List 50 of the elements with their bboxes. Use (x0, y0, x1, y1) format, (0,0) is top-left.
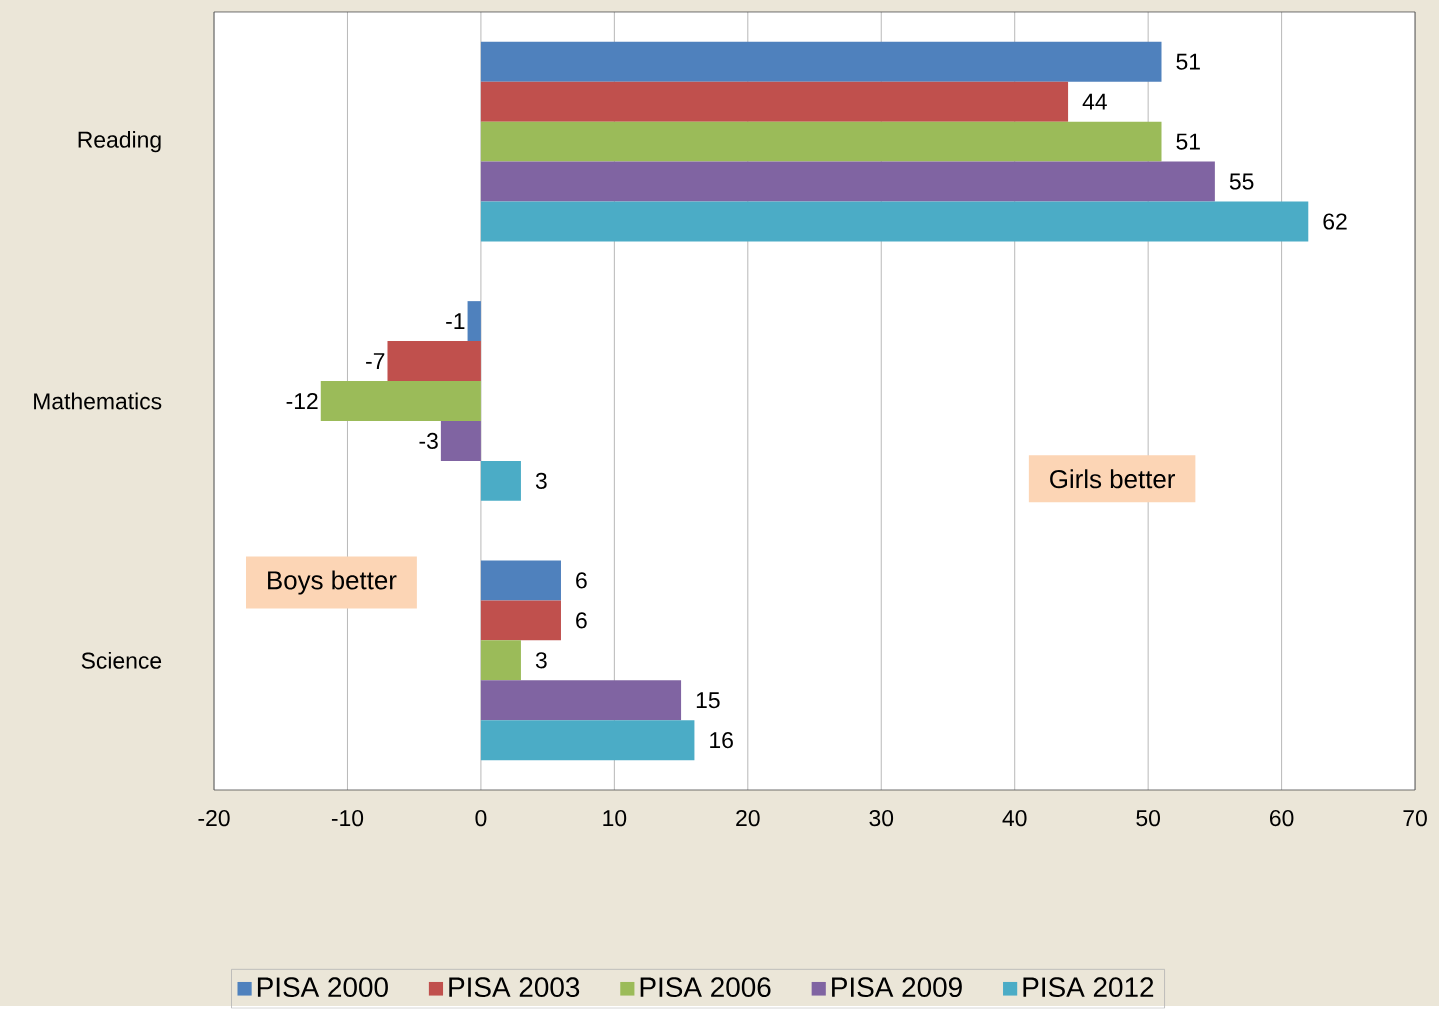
data-label: 3 (535, 652, 547, 669)
legend-label: PISA 2006 (640, 977, 771, 998)
y-tick-label: Science (81, 652, 162, 669)
y-tick-label: Mathematics (34, 392, 162, 410)
bar (320, 381, 481, 422)
bar (480, 81, 1069, 122)
data-label: 51 (1176, 53, 1200, 70)
bar (480, 121, 1162, 162)
bar (480, 600, 561, 641)
y-tick-label: Reading (78, 131, 161, 153)
x-tick-label: 60 (1270, 810, 1294, 827)
data-label: 3 (535, 472, 547, 490)
bar (480, 461, 521, 502)
x-tick-label: 50 (1136, 810, 1160, 827)
data-label: 62 (1323, 213, 1347, 230)
data-label: -7 (366, 353, 385, 370)
x-tick-label: 30 (869, 810, 894, 827)
data-label: 44 (1082, 94, 1107, 110)
data-label: 51 (1176, 133, 1200, 150)
annotation: Boys better (268, 570, 397, 595)
data-label: 6 (576, 612, 587, 629)
bar (480, 161, 1215, 202)
x-tick-label: -10 (331, 810, 364, 827)
bar (387, 341, 481, 382)
x-tick-label: 20 (736, 810, 760, 827)
x-tick-label: 0 (475, 810, 487, 827)
bar (480, 640, 521, 681)
legend-label: PISA 2009 (832, 977, 962, 998)
annotation: Girls better (1050, 469, 1175, 489)
bar (480, 720, 695, 761)
bar (480, 560, 561, 601)
x-tick-label: 70 (1403, 810, 1427, 827)
legend-label: PISA 2000 (257, 977, 388, 998)
bar (467, 301, 481, 342)
legend-label: PISA 2003 (449, 977, 580, 998)
bar (480, 680, 682, 721)
x-tick-label: 40 (1002, 810, 1027, 827)
data-label: 15 (696, 692, 720, 709)
bar (480, 201, 1309, 242)
x-tick-label: 10 (603, 810, 627, 827)
bar (480, 42, 1162, 82)
legend-label: PISA 2012 (1023, 977, 1154, 998)
x-tick-label: -20 (198, 810, 230, 827)
bar (440, 421, 481, 462)
data-label: -1 (446, 313, 465, 330)
data-label: 55 (1229, 173, 1254, 190)
data-label: 16 (710, 732, 733, 749)
data-label: -12 (286, 393, 318, 410)
data-label: 6 (576, 572, 587, 589)
data-label: -3 (419, 433, 438, 450)
